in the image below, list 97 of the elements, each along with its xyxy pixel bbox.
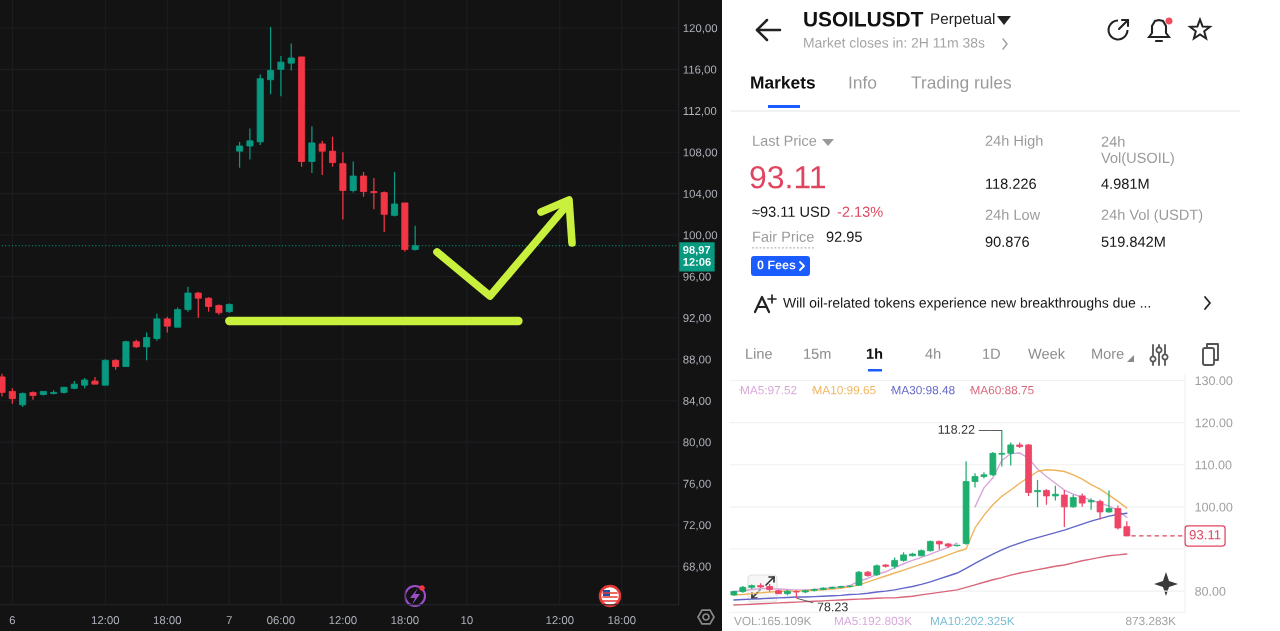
y-tick-label: 92,00 <box>683 314 711 324</box>
text: USOILUSDT <box>804 11 924 27</box>
candlestick <box>0 373 6 398</box>
y-tick-label: 112,00 <box>683 106 717 117</box>
text: 90.876 <box>985 236 1029 247</box>
y-tick-label: 72,00 <box>683 521 711 531</box>
text: More <box>1092 348 1124 359</box>
text: Markets <box>751 75 815 89</box>
candlestick <box>998 429 1006 468</box>
text: 24h Vol (USDT) <box>1101 209 1203 223</box>
candlestick <box>246 127 254 161</box>
legend-label: MA5:97.52 <box>740 385 797 395</box>
candlestick <box>1105 489 1113 514</box>
text: 24h High <box>985 135 1043 149</box>
x-tick-label: 10 <box>461 616 473 625</box>
text: Will oil-related tokens experience new breakthroughs due ... <box>783 297 1150 311</box>
y-tick-label: 80,00 <box>683 438 711 448</box>
legend-label: MA30:98.48 <box>892 385 955 395</box>
candlestick <box>29 390 37 401</box>
candlestick <box>287 42 295 72</box>
candlestick <box>329 136 337 168</box>
text: Fair Price <box>753 231 814 242</box>
text: 519.842M <box>1101 236 1165 247</box>
candlestick <box>236 141 244 169</box>
text: 1h <box>866 348 883 359</box>
y-tick-label: 104,00 <box>683 189 718 200</box>
text: ≈93.11 USD <box>752 206 830 217</box>
text: 15m <box>804 348 831 359</box>
text: Week <box>1028 348 1066 359</box>
annotation: 78.23 <box>817 602 848 612</box>
text: 92.95 <box>826 231 862 242</box>
text: 24h Low <box>985 209 1041 220</box>
text: 1D <box>983 348 1000 359</box>
x-tick-label: 12:00 <box>329 616 357 625</box>
x-tick-label: 18:00 <box>608 616 636 625</box>
y-tick-label: 96,00 <box>683 272 711 283</box>
candlestick <box>370 177 378 210</box>
candlestick <box>194 291 202 319</box>
text: Perpetual <box>931 12 995 28</box>
candlestick <box>143 331 151 361</box>
text: 24h Vol(USOIL) <box>1101 136 1174 166</box>
legend-label: MA10:99.65 <box>813 385 876 395</box>
x-tick-label: 7 <box>226 616 232 625</box>
y-tick-label: 76,00 <box>683 479 711 490</box>
y-tick-label: 108,00 <box>683 148 718 158</box>
candlestick <box>267 26 275 95</box>
candlestick <box>349 160 357 194</box>
y-tick-label: 100,00 <box>683 231 718 241</box>
text: 93.11 <box>750 165 826 189</box>
text: 873.283K <box>1125 616 1176 626</box>
candlestick <box>380 190 388 233</box>
x-tick-label: 6 <box>9 616 15 625</box>
text: Line <box>746 348 772 359</box>
x-tick-label: 12:00 <box>91 616 120 625</box>
x-tick-label: 12:00 <box>546 616 574 625</box>
text: 4.981M <box>1101 178 1149 189</box>
text: 0 Fees <box>757 260 796 270</box>
x-tick-label: 06:00 <box>267 616 295 625</box>
candlestick <box>277 55 285 97</box>
candlestick <box>1060 489 1068 528</box>
y-tick-label: 100.00 <box>1195 502 1233 512</box>
candlestick <box>184 286 192 313</box>
candlestick <box>1034 479 1041 508</box>
x-tick-label: 18:00 <box>153 616 182 625</box>
candlestick <box>1096 499 1104 521</box>
text: -2.13% <box>837 206 883 217</box>
candlestick <box>318 140 326 176</box>
text: Trading rules <box>911 75 1012 93</box>
text: VOL:165.109K <box>734 616 812 626</box>
y-tick-label: 88,00 <box>683 355 711 365</box>
text: 4h <box>925 348 941 359</box>
text: Market closes in: 2H 11m 38s <box>804 37 985 48</box>
y-tick-label: 68,00 <box>683 562 711 572</box>
ref-line-label: 93.11 <box>1189 530 1221 540</box>
text: Info <box>849 75 877 89</box>
y-tick-label: 84,00 <box>683 396 711 407</box>
ref-line-label: 98,97 12:06 <box>683 246 711 266</box>
text: Last Price <box>753 135 817 146</box>
candlestick <box>360 171 368 198</box>
candlestick <box>308 125 316 174</box>
candlestick <box>1087 497 1095 511</box>
legend-label: MA60:88.75 <box>971 385 1034 395</box>
x-tick-label: 18:00 <box>391 616 419 625</box>
y-tick-label: 130.00 <box>1195 376 1233 386</box>
text: MA5:192.803K <box>834 616 912 626</box>
y-tick-label: 120.00 <box>1195 418 1233 428</box>
y-tick-label: 110.00 <box>1195 460 1232 470</box>
y-tick-label: 80.00 <box>1195 586 1226 596</box>
y-tick-label: 120,00 <box>683 24 718 34</box>
candlestick <box>153 313 161 342</box>
y-tick-label: 116,00 <box>683 65 717 75</box>
text: MA10:202.325K <box>930 616 1015 626</box>
annotation: 118.22 <box>938 425 975 434</box>
candlestick <box>391 171 399 218</box>
text: 118.226 <box>986 178 1036 189</box>
candlestick <box>174 306 182 328</box>
candlestick <box>1007 441 1015 467</box>
